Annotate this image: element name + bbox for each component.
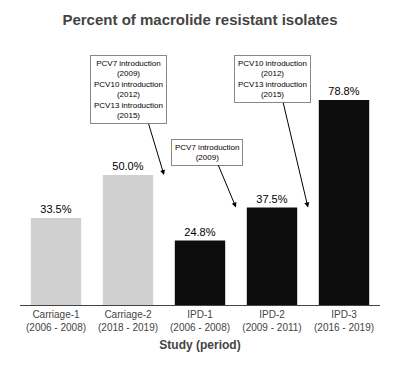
svg-text:IPD-1(2006 - 2008): IPD-1(2006 - 2008) bbox=[170, 309, 230, 333]
svg-text:Study (period): Study (period) bbox=[159, 338, 240, 352]
svg-text:IPD-2(2009 - 2011): IPD-2(2009 - 2011) bbox=[242, 309, 301, 333]
svg-text:IPD-3(2016 - 2019): IPD-3(2016 - 2019) bbox=[314, 309, 374, 333]
svg-text:78.8%: 78.8% bbox=[328, 85, 359, 97]
svg-text:Carriage-2(2018 - 2019): Carriage-2(2018 - 2019) bbox=[98, 309, 158, 333]
svg-text:37.5%: 37.5% bbox=[256, 193, 287, 205]
svg-text:PCV7 introduction(2009): PCV7 introduction(2009) bbox=[175, 143, 239, 162]
svg-text:PCV7 introduction(2009)PCV10 i: PCV7 introduction(2009)PCV10 introductio… bbox=[94, 59, 163, 120]
svg-text:Percent of macrolide resistant: Percent of macrolide resistant isolates bbox=[62, 11, 337, 28]
svg-text:PCV10 introduction(2012)PCV13: PCV10 introduction(2012)PCV13 introducti… bbox=[238, 59, 307, 99]
svg-text:Carriage-1(2006 - 2008): Carriage-1(2006 - 2008) bbox=[26, 309, 86, 333]
svg-text:33.5%: 33.5% bbox=[40, 203, 71, 215]
svg-text:24.8%: 24.8% bbox=[184, 226, 215, 238]
svg-text:50.0%: 50.0% bbox=[112, 160, 143, 172]
